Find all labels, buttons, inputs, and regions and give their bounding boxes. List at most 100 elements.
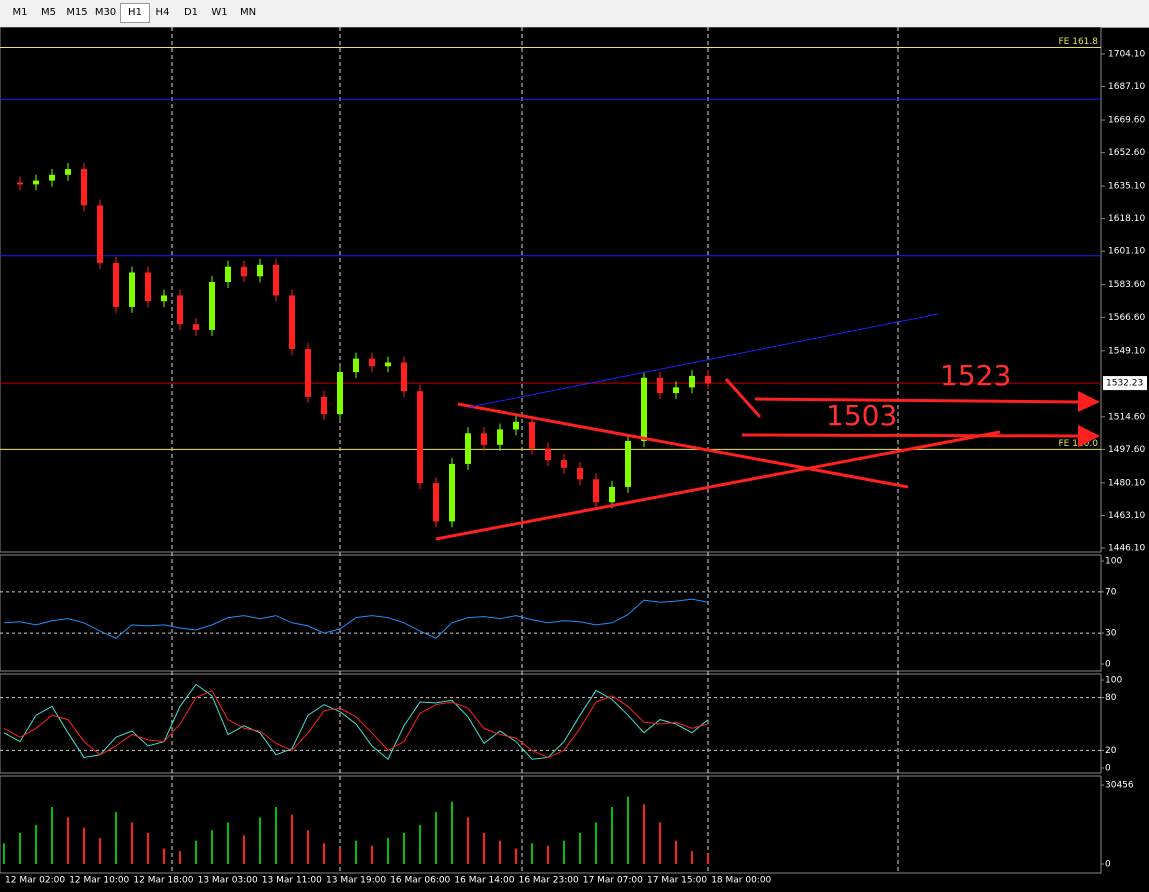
- time-label: 16 Mar 06:00: [390, 876, 450, 886]
- candle: [49, 174, 55, 181]
- time-label: 13 Mar 11:00: [262, 876, 322, 886]
- candle: [65, 169, 71, 175]
- annotation: 1503: [826, 399, 897, 432]
- time-label: 12 Mar 02:00: [5, 876, 65, 886]
- volume-tick-label: 30456: [1105, 781, 1134, 791]
- main-panel: [0, 27, 1102, 553]
- channel-line: [469, 313, 939, 408]
- price-label: 1687.10: [1108, 82, 1145, 92]
- candle: [145, 272, 151, 302]
- stoch-panel: [0, 673, 1102, 774]
- candle: [417, 391, 423, 484]
- timeframe-button[interactable]: W1: [211, 7, 228, 18]
- candle: [337, 372, 343, 415]
- time-label: 17 Mar 07:00: [583, 876, 643, 886]
- rsi.values-line: [3, 598, 709, 639]
- price-label: 1463.10: [1108, 511, 1145, 521]
- timeframe-button[interactable]: M30: [94, 7, 117, 18]
- candle: [225, 266, 231, 283]
- candle: [33, 180, 39, 185]
- candle: [593, 479, 599, 503]
- rsi-tick-label: 30: [1105, 629, 1117, 639]
- stochastic-tick-label: 0: [1105, 764, 1111, 774]
- price-label: 1446.10: [1108, 544, 1145, 554]
- candle: [209, 282, 215, 330]
- drawn-objects: [435, 377, 1100, 541]
- price-label: 1583.60: [1108, 280, 1145, 290]
- price-label: 1601.10: [1108, 247, 1145, 257]
- candle: [433, 483, 439, 522]
- volume-tick-label: 0: [1105, 860, 1111, 870]
- price-label: 1635.10: [1108, 182, 1145, 192]
- timeframe-button[interactable]: M5: [41, 7, 56, 18]
- time-label: 17 Mar 15:00: [647, 876, 707, 886]
- current-price-box: [1103, 376, 1147, 391]
- candle: [609, 486, 615, 503]
- candle: [241, 266, 247, 277]
- candle: [385, 362, 391, 367]
- candle: [449, 463, 455, 522]
- candle: [321, 396, 327, 415]
- annotation: 1523: [940, 359, 1011, 392]
- timeframe-button[interactable]: M1: [12, 7, 28, 18]
- candle: [177, 295, 183, 325]
- candle: [577, 467, 583, 480]
- candle: [465, 433, 471, 464]
- rsi-tick-label: 70: [1105, 587, 1117, 597]
- rsi-tick-label: 0: [1105, 660, 1111, 670]
- price-label: 1514.60: [1108, 412, 1145, 422]
- candle: [193, 324, 199, 330]
- timeframe-button[interactable]: MN: [239, 7, 257, 18]
- price-label: 1704.10: [1108, 50, 1145, 60]
- stochastic-tick-label: 80: [1105, 693, 1117, 703]
- timeframe-button[interactable]: D1: [183, 7, 199, 18]
- chart: 1704.10 1687.10 1669.60 1652.60 1635.10 1618.…: [0, 27, 1147, 886]
- candle: [161, 295, 167, 302]
- price-label: 1566.60: [1108, 313, 1145, 323]
- candle: [17, 182, 23, 185]
- fibo-label: FE 161.8: [1059, 37, 1099, 47]
- candle: [497, 429, 503, 445]
- candle: [705, 375, 711, 384]
- candle: [657, 377, 663, 394]
- current-price-label: 1532.23: [1106, 379, 1143, 389]
- candle: [97, 205, 103, 263]
- timeframe-button[interactable]: H1: [120, 3, 150, 23]
- timeframe-button[interactable]: M15: [66, 7, 88, 18]
- candle: [369, 358, 375, 367]
- stochastic.main-line: [3, 683, 709, 760]
- price-label: 1669.60: [1108, 116, 1145, 126]
- timeframe-button[interactable]: H4: [155, 7, 170, 18]
- price-label: 1618.10: [1108, 214, 1145, 224]
- time-label: 16 Mar 23:00: [519, 876, 579, 886]
- time-label: 13 Mar 03:00: [198, 876, 258, 886]
- stochastic-tick-label: 20: [1105, 746, 1117, 756]
- time-label: 12 Mar 10:00: [69, 876, 129, 886]
- stochastic.signal-line: [3, 689, 709, 758]
- candle: [289, 295, 295, 350]
- price-label: 1652.60: [1108, 148, 1145, 158]
- candle: [257, 264, 263, 277]
- time-label: 13 Mar 19:00: [326, 876, 386, 886]
- time-label: 12 Mar 18:00: [133, 876, 193, 886]
- rsi-tick-label: 100: [1105, 557, 1122, 567]
- candle: [353, 358, 359, 373]
- toolbar: M1 M5 M15 M30 H1 H4 D1 W1 MN: [0, 0, 1149, 28]
- volume-panel: [0, 775, 1102, 874]
- candle: [689, 375, 695, 388]
- candle: [129, 272, 135, 307]
- candle: [273, 264, 279, 296]
- candle: [513, 421, 519, 430]
- candle: [561, 460, 567, 468]
- candle: [481, 433, 487, 445]
- time-label: 16 Mar 14:00: [454, 876, 514, 886]
- candle: [305, 349, 311, 397]
- candle: [401, 362, 407, 392]
- candle: [529, 421, 535, 449]
- price-label: 1480.10: [1108, 478, 1145, 488]
- candle: [641, 377, 647, 441]
- time-label: 18 Mar 00:00: [711, 876, 771, 886]
- candle: [81, 169, 87, 206]
- candle: [673, 387, 679, 394]
